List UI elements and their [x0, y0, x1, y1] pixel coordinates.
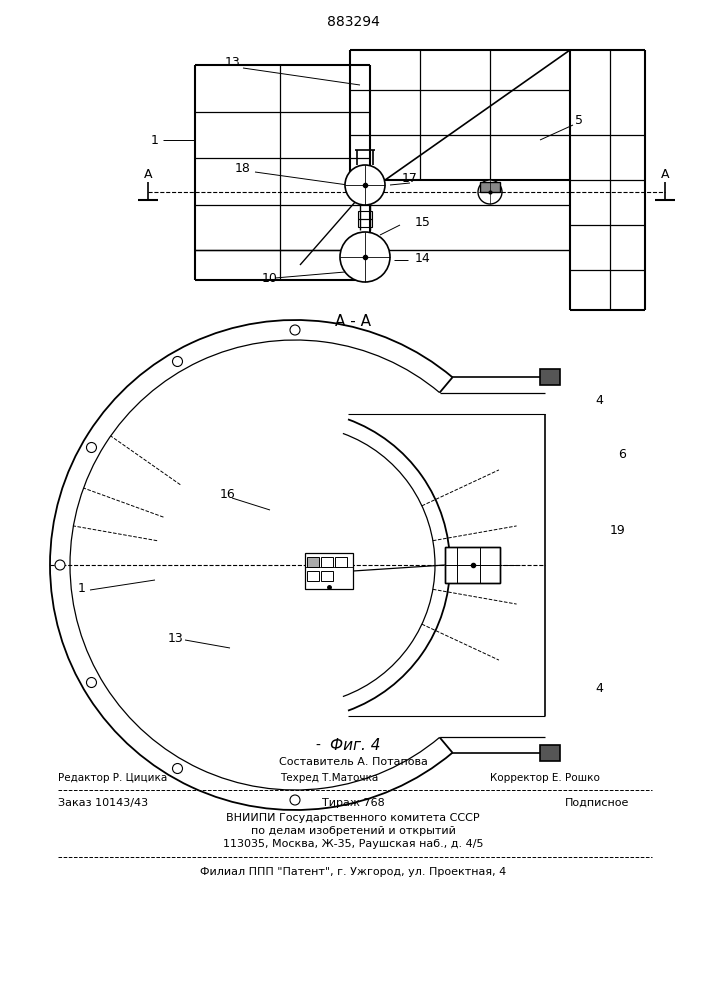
- Text: A: A: [144, 168, 152, 182]
- Text: 10: 10: [262, 271, 278, 284]
- Circle shape: [86, 678, 96, 688]
- Text: Подписное: Подписное: [565, 798, 629, 808]
- Bar: [480, 182, 500, 192]
- Circle shape: [86, 442, 96, 452]
- Bar: [307, 571, 319, 581]
- Text: Заказ 10143/43: Заказ 10143/43: [58, 798, 148, 808]
- Circle shape: [290, 795, 300, 805]
- Bar: [540, 369, 560, 385]
- Circle shape: [340, 232, 390, 282]
- Text: 4: 4: [595, 682, 603, 694]
- Text: -: -: [316, 738, 325, 752]
- Circle shape: [345, 165, 385, 205]
- Text: Корректор Е. Рошко: Корректор Е. Рошко: [490, 773, 600, 783]
- Text: по делам изобретений и открытий: по делам изобретений и открытий: [250, 826, 455, 836]
- Text: Техред Т.Маточка: Техред Т.Маточка: [280, 773, 378, 783]
- Text: 5: 5: [575, 113, 583, 126]
- Text: 6: 6: [618, 448, 626, 462]
- Bar: [358, 219, 372, 227]
- Circle shape: [290, 325, 300, 335]
- Text: 4: 4: [595, 393, 603, 406]
- Bar: [305, 553, 353, 589]
- Bar: [445, 547, 500, 583]
- Circle shape: [478, 180, 502, 204]
- Text: 15: 15: [415, 216, 431, 229]
- Bar: [358, 211, 372, 219]
- Text: Тираж 768: Тираж 768: [322, 798, 385, 808]
- Circle shape: [173, 356, 182, 366]
- Text: 1: 1: [151, 133, 159, 146]
- Text: 113035, Москва, Ж-35, Раушская наб., д. 4/5: 113035, Москва, Ж-35, Раушская наб., д. …: [223, 839, 484, 849]
- Text: 14: 14: [415, 251, 431, 264]
- Text: 16: 16: [220, 488, 235, 502]
- Text: 17: 17: [402, 172, 418, 184]
- Bar: [321, 557, 333, 567]
- Text: 1: 1: [78, 582, 86, 594]
- Text: Филиал ППП "Патент", г. Ужгород, ул. Проектная, 4: Филиал ППП "Патент", г. Ужгород, ул. Про…: [200, 867, 506, 877]
- Text: А - А: А - А: [335, 314, 371, 330]
- Text: Фиг. 4: Фиг. 4: [330, 738, 380, 752]
- Circle shape: [55, 560, 65, 570]
- Text: 13: 13: [168, 632, 184, 645]
- Bar: [307, 557, 319, 567]
- Circle shape: [173, 764, 182, 774]
- Text: Редактор Р. Цицика: Редактор Р. Цицика: [58, 773, 168, 783]
- Bar: [445, 547, 500, 583]
- Bar: [335, 557, 347, 567]
- Text: 883294: 883294: [327, 15, 380, 29]
- Text: Составитель А. Потапова: Составитель А. Потапова: [279, 757, 428, 767]
- Text: 13: 13: [225, 55, 241, 68]
- Text: A: A: [661, 168, 670, 182]
- Text: 19: 19: [610, 524, 626, 536]
- Text: 18: 18: [235, 161, 251, 174]
- Text: ВНИИПИ Государственного комитета СССР: ВНИИПИ Государственного комитета СССР: [226, 813, 480, 823]
- Bar: [540, 745, 560, 761]
- Bar: [321, 571, 333, 581]
